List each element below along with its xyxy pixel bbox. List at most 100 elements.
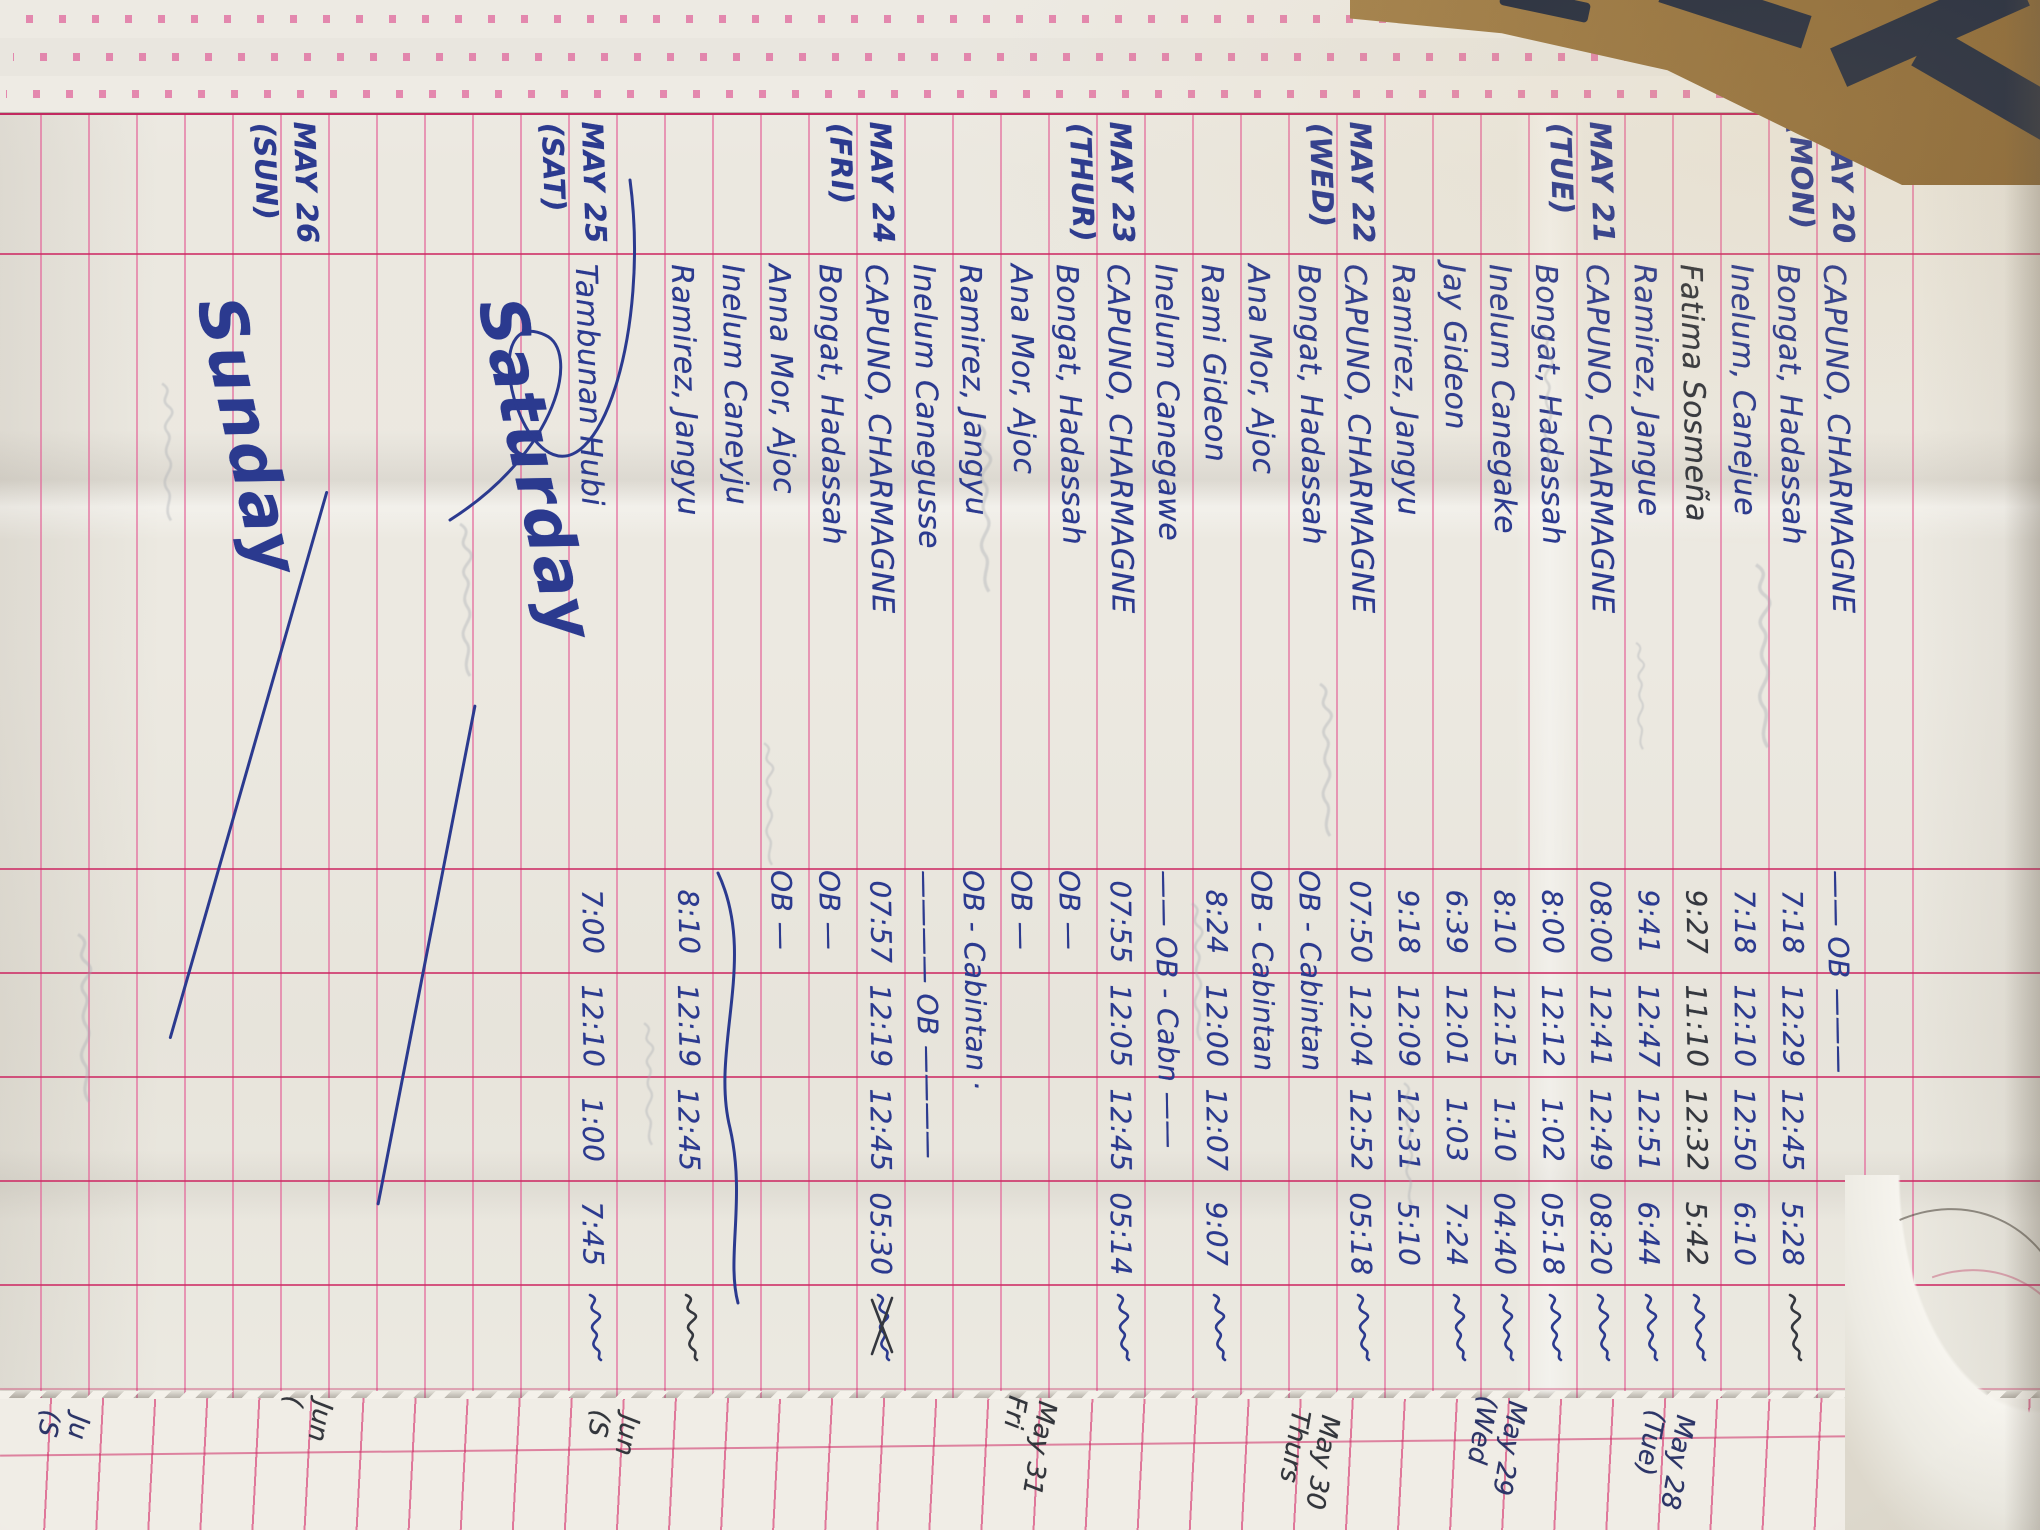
fragment-line: (S xyxy=(31,1407,66,1440)
time-entry: 9:41 xyxy=(1631,889,1666,955)
time-entry: 12:29 xyxy=(1775,984,1810,1068)
time-entry: 05:30 xyxy=(863,1192,898,1276)
date-cell: MAY 22 (WED) xyxy=(1300,121,1384,246)
time-entry: 11:10 xyxy=(1679,984,1714,1068)
time-entry: 12:45 xyxy=(863,1088,898,1172)
date-cell: MAY 23 (THUR) xyxy=(1060,121,1144,246)
ruled-row-line xyxy=(1864,0,1866,1430)
time-entry: 05:18 xyxy=(1534,1191,1571,1277)
ruled-row-line xyxy=(1384,0,1386,1430)
pen-swoosh-line xyxy=(716,871,740,1305)
time-entry: 7:24 xyxy=(1439,1201,1474,1267)
time-entry: 1:10 xyxy=(1487,1097,1522,1163)
pencil-ghost-writing xyxy=(77,933,93,1103)
ruled-column-line xyxy=(0,253,2040,255)
time-entry: 07:55 xyxy=(1103,880,1138,964)
pencil-ghost-writing xyxy=(1319,682,1333,837)
time-entry: 12:19 xyxy=(863,984,898,1068)
ruled-row-line xyxy=(1720,0,1722,1430)
ruled-row-line xyxy=(1528,0,1530,1430)
time-entry: 12:07 xyxy=(1199,1088,1234,1172)
time-entry: 05:18 xyxy=(1343,1192,1378,1276)
time-entry: 12:05 xyxy=(1103,984,1138,1068)
time-entry: 7:00 xyxy=(575,889,610,955)
signature-scribble xyxy=(1548,1293,1563,1362)
ruled-row-line xyxy=(1144,0,1146,1430)
time-entry: 9:07 xyxy=(1199,1201,1234,1267)
time-entry: 5:42 xyxy=(1679,1201,1714,1267)
time-entry: 12:10 xyxy=(574,983,611,1069)
ruled-row-line xyxy=(136,0,138,1430)
pencil-ghost-writing xyxy=(1635,641,1645,750)
time-entry: 7:18 xyxy=(1727,889,1762,955)
time-entry: 8:10 xyxy=(671,889,706,955)
ruled-row-line xyxy=(1624,0,1626,1430)
day-label: (THUR) xyxy=(1062,122,1102,243)
ruled-row-line xyxy=(664,0,666,1430)
ruled-row-line xyxy=(1480,0,1482,1430)
time-entry: 04:40 xyxy=(1487,1192,1522,1276)
signature-scribble xyxy=(1596,1293,1611,1362)
date-label: MAY 22 xyxy=(1342,120,1382,245)
time-entry: 12:49 xyxy=(1583,1088,1618,1172)
day-label: (SUN) xyxy=(246,122,285,221)
date-label: MAY 26 xyxy=(286,120,326,245)
pencil-ghost-writing xyxy=(161,382,174,522)
day-label: (WED) xyxy=(1302,122,1341,229)
time-entry: 07:57 xyxy=(863,880,898,964)
time-entry: 1:02 xyxy=(1535,1097,1570,1163)
time-entry: 12:09 xyxy=(1391,984,1426,1068)
time-entry: 8:10 xyxy=(1487,889,1522,955)
time-entry: 12:45 xyxy=(1103,1088,1138,1172)
pencil-ghost-writing xyxy=(643,1022,655,1146)
ruled-row-line xyxy=(1912,0,1914,1430)
time-entry: 12:19 xyxy=(670,983,707,1069)
ruled-row-line xyxy=(1240,0,1242,1430)
time-entry: 12:10 xyxy=(1727,984,1762,1068)
time-entry: 12:15 xyxy=(1487,984,1522,1068)
ruled-row-line xyxy=(88,0,90,1430)
date-cell: MAY 26 (SUN) xyxy=(244,121,328,246)
pen-loop-flourish xyxy=(448,178,636,522)
date-cell: MAY 21 (TUE) xyxy=(1540,121,1624,246)
signature-scribble xyxy=(870,1293,894,1362)
time-entry: 9:18 xyxy=(1391,889,1426,955)
ruled-row-line xyxy=(1192,0,1194,1430)
signature-scribble xyxy=(1116,1293,1131,1362)
underpage-edge: May 27 Mon May 28 (Tue) May 29 (Wed May 30 Thur… xyxy=(0,1391,2040,1530)
time-entry: 7:45 xyxy=(575,1201,610,1267)
date-label: MAY 24 xyxy=(862,120,902,245)
time-entry: 12:41 xyxy=(1583,984,1618,1068)
underpage-ruling xyxy=(0,1398,2040,1530)
signature-scribble xyxy=(1356,1293,1371,1362)
torn-paper-edge xyxy=(0,1391,2040,1399)
signature-scribble xyxy=(1212,1293,1227,1362)
ruled-row-line xyxy=(1672,0,1674,1430)
fragment-line: Ju xyxy=(61,1412,95,1442)
cover-marking xyxy=(1498,0,1592,24)
ruled-row-line xyxy=(808,0,810,1430)
day-label: (TUE) xyxy=(1542,122,1581,216)
ruled-row-line xyxy=(376,0,378,1430)
ruled-row-line xyxy=(328,0,330,1430)
time-entry: 1:00 xyxy=(575,1097,610,1163)
time-entry: 12:04 xyxy=(1343,984,1378,1068)
time-entry: 08:00 xyxy=(1583,880,1618,964)
time-entry: 12:12 xyxy=(1534,983,1571,1069)
time-entry: 9:27 xyxy=(1679,889,1714,955)
time-entry: 05:14 xyxy=(1103,1192,1138,1276)
ruled-row-line xyxy=(1000,0,1002,1430)
pencil-ghost-writing xyxy=(763,742,775,866)
pencil-ghost-writing xyxy=(977,423,993,593)
ruled-row-line xyxy=(904,0,906,1430)
signature-scribble xyxy=(684,1293,699,1362)
time-entry: 08:20 xyxy=(1583,1192,1618,1276)
page-edge-shadow xyxy=(2004,0,2040,1530)
time-entry: 07:50 xyxy=(1343,880,1378,964)
date-label: MAY 21 xyxy=(1582,120,1622,245)
ruled-row-line xyxy=(760,0,762,1430)
signature-scribble xyxy=(1500,1293,1515,1362)
cover-marking xyxy=(1658,0,1812,49)
ruled-row-line xyxy=(232,0,234,1430)
